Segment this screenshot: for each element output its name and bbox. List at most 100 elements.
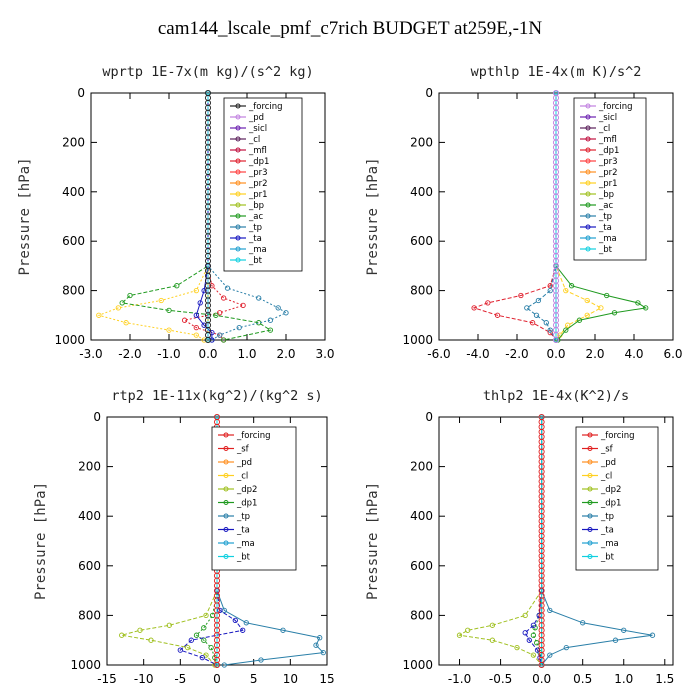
- y-tick-label: 1000: [402, 658, 433, 672]
- series-line-dp1: [472, 93, 557, 341]
- series-point-ta: [193, 312, 199, 318]
- series-point-dp2: [489, 622, 496, 628]
- y-tick-label: 0: [425, 410, 433, 424]
- series-line-dp2: [458, 417, 543, 666]
- series-point-pr1: [584, 297, 590, 304]
- figure-title: cam144_lscale_pmf_c7rich BUDGET at259E,-…: [157, 18, 543, 39]
- legend-marker-ac: [235, 213, 241, 219]
- series-point-tp: [317, 635, 323, 641]
- legend-marker-dp1: [235, 158, 241, 164]
- series-line-tp: [207, 93, 288, 341]
- y-tick-label: 0: [93, 410, 101, 424]
- legend-marker-cl: [587, 473, 593, 478]
- legend-label-tp: _tp: [600, 512, 614, 522]
- legend-marker-bp: [235, 202, 241, 208]
- series-line-pr1: [97, 93, 209, 341]
- series-point-ac: [563, 327, 569, 333]
- legend-marker-pr3: [585, 158, 591, 164]
- legend-label-ac: _ac: [248, 212, 263, 222]
- legend-box: [573, 97, 647, 261]
- series-point-dp1: [193, 632, 200, 638]
- y-axis-label: Pressure [hPa]: [17, 157, 33, 275]
- legend-marker-pd: [587, 459, 593, 465]
- legend-label-pr3: _pr3: [248, 168, 268, 178]
- series-point-dp1: [220, 295, 227, 301]
- legend-marker-bt: [235, 257, 241, 263]
- series-point-dp2: [148, 637, 154, 643]
- x-tick-label: 5: [250, 672, 258, 686]
- series-point-ta: [526, 637, 532, 643]
- legend-label-dp1: _dp1: [598, 146, 619, 156]
- series-point-tp: [283, 310, 289, 316]
- series-point-pr1: [565, 322, 571, 328]
- legend-label-pr1: _pr1: [598, 179, 618, 189]
- series-point-ac: [643, 305, 649, 311]
- x-tick-label: 1.0: [614, 672, 633, 686]
- series-point-ta: [530, 622, 537, 628]
- panel-title: wpthlp 1E-4x(m K)/s^2: [471, 64, 642, 80]
- legend-label-forcing: _forcing: [248, 102, 283, 112]
- legend-marker-pd: [223, 459, 229, 465]
- series-point-ta: [240, 627, 246, 633]
- series-point-ta: [201, 287, 207, 294]
- legend-label-tp: _tp: [598, 212, 612, 222]
- y-axis-label: Pressure [hPa]: [33, 482, 49, 600]
- y-tick-label: 1000: [402, 333, 433, 347]
- series-point-tp: [320, 649, 326, 656]
- series-point-tp: [524, 305, 530, 311]
- legend-label-tp: _tp: [236, 512, 250, 522]
- series-point-tp: [533, 312, 540, 318]
- y-tick-label: 600: [410, 234, 433, 248]
- legend-marker-forcing: [235, 103, 241, 109]
- series-point-dp1: [529, 320, 536, 326]
- series-point-tp: [649, 632, 656, 638]
- legend-label-ac: _ac: [598, 201, 613, 211]
- series-point-ta: [199, 654, 205, 661]
- x-tick-label: 0: [213, 672, 221, 686]
- legend-marker-ta: [587, 527, 593, 532]
- legend-label-ta: _ta: [236, 526, 250, 536]
- series-point-dp2: [203, 612, 209, 619]
- y-tick-label: 600: [62, 234, 85, 248]
- series-point-ac: [576, 317, 583, 323]
- series-point-ta: [217, 607, 223, 614]
- legend-label-pd: _pd: [600, 458, 616, 468]
- legend-marker-bt: [585, 246, 591, 252]
- y-tick-label: 800: [62, 284, 85, 298]
- legend-label-bt: _bt: [600, 553, 615, 563]
- series-point-dp2: [203, 652, 209, 658]
- legend-marker-ma: [235, 246, 241, 252]
- series-point-ac: [635, 300, 641, 306]
- x-tick-label: -3.0: [79, 347, 102, 361]
- series-point-tp: [258, 657, 264, 663]
- x-tick-label: 1.5: [655, 672, 674, 686]
- y-tick-label: 1000: [54, 333, 85, 347]
- legend-label-forcing: _forcing: [600, 431, 635, 441]
- y-axis-label: Pressure [hPa]: [365, 157, 381, 275]
- legend-label-dp2: _dp2: [600, 485, 621, 495]
- x-tick-label: -0.5: [489, 672, 512, 686]
- series-point-tp: [236, 324, 242, 331]
- series-point-pr1: [193, 287, 199, 294]
- series-point-dp2: [456, 632, 463, 638]
- series-point-ac: [174, 283, 180, 289]
- series-point-ta: [534, 647, 541, 653]
- y-tick-label: 1000: [70, 658, 101, 672]
- legend-label-sicl: _sicl: [248, 124, 267, 134]
- series-point-dp1: [201, 625, 207, 631]
- legend-marker-tp: [223, 513, 229, 519]
- series-point-tp: [256, 295, 262, 301]
- legend-marker-ma: [223, 540, 229, 546]
- x-tick-label: 10: [283, 672, 298, 686]
- series-point-ta: [188, 637, 194, 643]
- legend-label-pd: _pd: [248, 113, 264, 123]
- series-point-pr1: [166, 327, 172, 333]
- series-point-dp1: [181, 317, 188, 323]
- series-point-pr1: [598, 305, 604, 311]
- series-point-ac: [568, 283, 575, 289]
- legend-marker-pr2: [585, 169, 591, 175]
- y-tick-label: 800: [78, 608, 101, 622]
- x-tick-label: 0.0: [532, 672, 551, 686]
- series-point-dp1: [485, 300, 491, 306]
- chart-panel-rtp2: rtp2 1E-11x(kg^2)/(kg^2 s) 0 200 400 600 800 1…: [33, 388, 335, 686]
